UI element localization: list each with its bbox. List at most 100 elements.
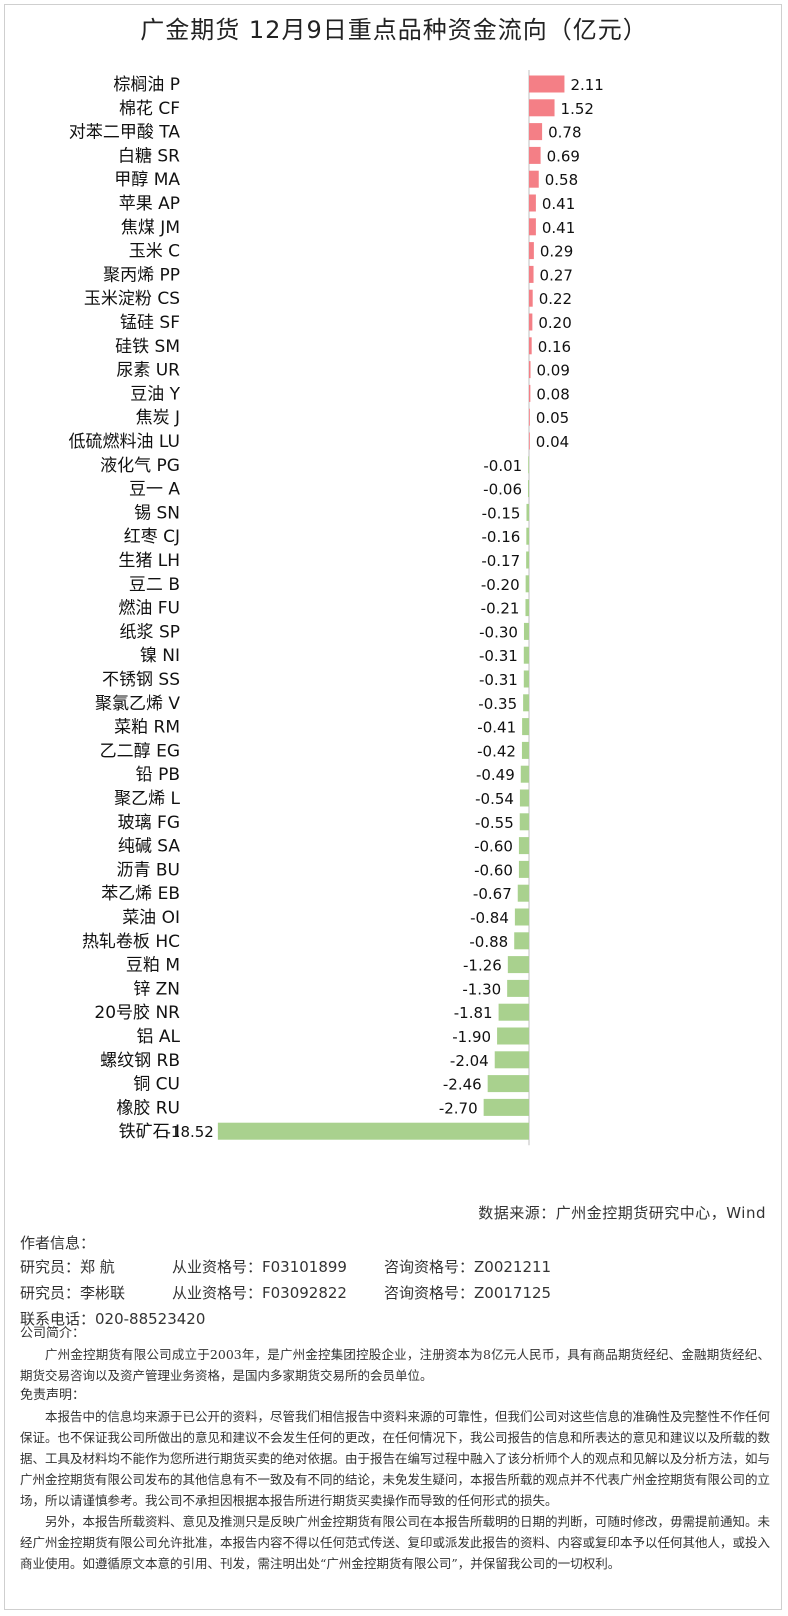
value-label: -1.90 (452, 1028, 491, 1046)
bar (529, 265, 534, 283)
category-label: 棕榈油 P (113, 75, 180, 95)
value-label: 0.16 (538, 338, 571, 356)
category-label: 铝 AL (136, 1027, 180, 1047)
category-label: 棉花 CF (119, 99, 180, 119)
category-label: 硅铁 SM (115, 337, 180, 357)
value-label: -0.06 (483, 481, 522, 499)
bar (483, 1098, 529, 1116)
category-label: 豆二 B (129, 575, 180, 595)
value-label: -0.16 (481, 528, 520, 546)
value-label: -2.70 (439, 1099, 478, 1117)
value-label: -0.60 (474, 838, 513, 856)
value-label: -2.04 (450, 1052, 489, 1070)
bar (529, 123, 543, 141)
bar (526, 551, 529, 569)
category-label: 红枣 CJ (124, 527, 180, 547)
bar (529, 361, 531, 379)
value-label: 0.41 (542, 195, 575, 213)
value-label: -0.41 (477, 719, 516, 737)
category-label: 锡 SN (134, 503, 180, 523)
category-label: 白糖 SR (118, 146, 180, 166)
company-text: 广州金控期货有限公司成立于2003年，是广州金控集团控股企业，注册资本为8亿元人… (20, 1347, 770, 1383)
value-label: 0.22 (539, 290, 572, 308)
bar (529, 313, 533, 331)
category-label: 液化气 PG (100, 456, 180, 476)
value-label: -0.31 (479, 671, 518, 689)
value-label: -1.26 (463, 957, 502, 975)
bar (529, 146, 541, 164)
category-label: 铅 PB (136, 765, 180, 785)
category-label: 尿素 UR (116, 361, 180, 381)
category-label: 锰硅 SF (120, 313, 180, 333)
category-label: 20号胶 NR (94, 1003, 180, 1023)
value-label: -0.20 (481, 576, 520, 594)
value-label: 0.78 (548, 124, 581, 142)
bar (520, 765, 529, 783)
value-label: -0.21 (481, 600, 520, 618)
source-note: 数据来源：广州金控期货研究中心，Wind (478, 1204, 766, 1222)
bar (514, 932, 529, 950)
bar (519, 789, 529, 807)
category-label: 乙二醇 EG (100, 741, 180, 761)
chart-title: 广金期货 12月9日重点品种资金流向（亿元） (140, 16, 648, 44)
value-label: 0.09 (537, 362, 570, 380)
value-label: -0.15 (482, 504, 521, 522)
bar (528, 456, 529, 474)
bar (529, 75, 565, 93)
category-label: 螺纹钢 RB (100, 1051, 180, 1071)
category-label: 对苯二甲酸 TA (69, 123, 180, 143)
author-consult: 咨询资格号：Z0021211 (384, 1258, 552, 1276)
value-label: 0.05 (536, 409, 569, 427)
value-label: -0.67 (473, 885, 512, 903)
value-label: -0.31 (479, 647, 518, 665)
disclaimer-block: 公司简介： 广州金控期货有限公司成立于2003年，是广州金控集团控股企业，注册资… (20, 1324, 770, 1574)
bar (518, 860, 529, 878)
author-name: 研究员：郑 航 (20, 1258, 115, 1276)
bar (529, 408, 530, 426)
bar (498, 1003, 529, 1021)
value-label: -0.30 (479, 623, 518, 641)
category-label: 聚丙烯 PP (103, 265, 180, 285)
category-label: 铜 CU (133, 1075, 180, 1095)
category-label: 燃油 FU (118, 599, 180, 619)
category-label: 橡胶 RU (116, 1098, 180, 1118)
value-label: -2.46 (443, 1076, 482, 1094)
bar (529, 194, 536, 212)
value-label: -18.52 (166, 1123, 214, 1141)
value-label: 0.27 (540, 266, 573, 284)
bar (494, 1051, 529, 1069)
category-label: 玻璃 FG (118, 813, 180, 833)
bar (529, 337, 532, 355)
value-label: -0.49 (476, 766, 515, 784)
value-label: -1.81 (454, 1004, 493, 1022)
category-label: 生猪 LH (118, 551, 180, 571)
bar (487, 1075, 529, 1093)
chart-frame (4, 4, 782, 1610)
category-label: 菜油 OI (122, 908, 180, 928)
contact-phone: 联系电话：020-88523420 (20, 1310, 206, 1328)
value-label: -0.42 (477, 742, 516, 760)
bar (529, 432, 530, 450)
bar (217, 1122, 529, 1140)
category-label: 豆一 A (129, 480, 180, 500)
bar (518, 837, 529, 855)
value-label: 0.20 (538, 314, 571, 332)
value-label: -0.01 (483, 457, 522, 475)
bar (523, 670, 529, 688)
author-info: 作者信息： 研究员：郑 航 从业资格号：F03101899 咨询资格号：Z00212… (20, 1232, 772, 1332)
category-label: 豆粕 M (126, 956, 180, 976)
bar (523, 646, 529, 664)
value-label: -0.17 (481, 552, 520, 570)
author-row: 研究员：李彬联 从业资格号：F03092822 咨询资格号：Z0017125 (20, 1280, 772, 1306)
category-label: 低硫燃料油 LU (69, 432, 180, 452)
author-heading: 作者信息： (20, 1234, 96, 1252)
category-label: 沥青 BU (116, 860, 180, 880)
value-label: 0.29 (540, 243, 573, 261)
author-consult: 咨询资格号：Z0017125 (384, 1284, 552, 1302)
value-label: 0.04 (536, 433, 569, 451)
bar (521, 741, 529, 759)
bar (525, 599, 529, 617)
category-label: 玉米 C (129, 242, 180, 262)
category-label: 锌 ZN (133, 979, 180, 999)
value-label: -0.55 (475, 814, 514, 832)
